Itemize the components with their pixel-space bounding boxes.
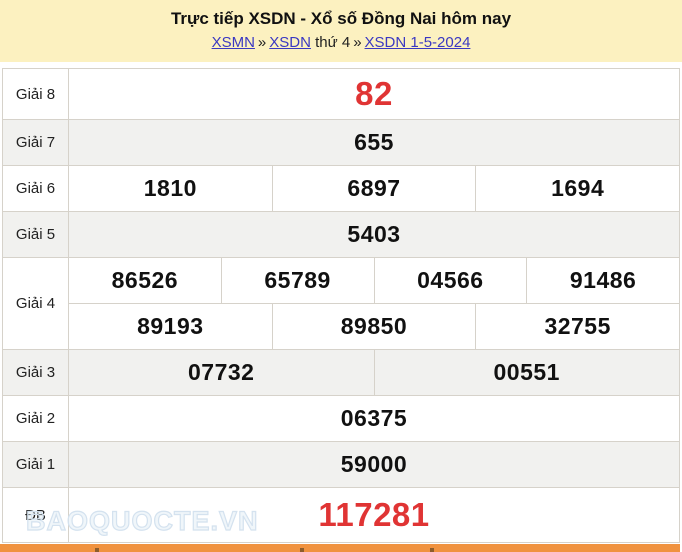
prize-subrow: 86526 65789 04566 91486 [69,258,679,303]
breadcrumb-link-date[interactable]: XSDN 1-5-2024 [364,34,471,51]
prize-value: 655 [354,129,394,155]
prize-value: 06375 [340,405,408,431]
prize-values-group: 86526 65789 04566 91486 89193 89850 32755 [69,258,679,349]
prize-subrow: 07732 00551 [69,350,679,395]
breadcrumb-link-xsdn[interactable]: XSDN [269,34,311,51]
prize-values-group: 1810 6897 1694 [69,166,679,211]
breadcrumb-text-weekday: thứ 4 [315,34,351,51]
cutoff-text-mark [95,548,99,552]
prize-subrow: 1810 6897 1694 [69,166,679,211]
prize-row: Giải 6 1810 6897 1694 [3,165,679,211]
prize-subrow: 5403 [69,212,679,257]
cutoff-text-mark [430,548,434,552]
prize-values-group: 59000 [69,442,679,487]
prize-value: 32755 [475,304,679,349]
cutoff-text-mark [300,548,304,552]
prize-subrow: 89193 89850 32755 [69,303,679,349]
prize-values-group: 655 [69,120,679,165]
prize-label: Giải 2 [3,396,69,441]
prize-value: 89193 [137,313,204,339]
prize-row: Giải 3 07732 00551 [3,349,679,395]
breadcrumb-link-xsmn[interactable]: XSMN [211,34,255,51]
prize-value: 91486 [526,258,679,303]
prize-value: 117281 [318,496,430,533]
prize-subrow: 06375 [69,396,679,441]
prize-row: Giải 2 06375 [3,395,679,441]
prize-row: ĐB 117281 [3,487,679,542]
prize-value: 86526 [111,267,179,293]
lottery-results-table: Giải 8 82 Giải 7 655 Giải 6 1810 6897 1694 Giải … [2,68,680,543]
prize-subrow: 82 [69,69,679,119]
page-header: Trực tiếp XSDN - Xổ số Đồng Nai hôm nay … [0,0,682,62]
prize-subrow: 59000 [69,442,679,487]
prize-label: Giải 5 [3,212,69,257]
prize-row: Giải 8 82 [3,69,679,119]
prize-values-group: 82 [69,69,679,119]
prize-value: 07732 [188,359,255,385]
breadcrumb-separator: » [257,34,267,51]
prize-row: Giải 5 5403 [3,211,679,257]
prize-value: 00551 [373,350,680,395]
prize-value: 1694 [475,166,679,211]
page-title: Trực tiếp XSDN - Xổ số Đồng Nai hôm nay [170,9,512,28]
prize-label: ĐB [3,488,69,542]
prize-values-group: 06375 [69,396,679,441]
prize-value: 59000 [340,451,408,477]
cutoff-bottom-bar [0,544,680,552]
prize-label: Giải 1 [3,442,69,487]
prize-value: 82 [355,75,393,112]
prize-label: Giải 3 [3,350,69,395]
prize-label: Giải 4 [3,258,69,349]
prize-value: 5403 [347,221,401,247]
prize-values-group: 5403 [69,212,679,257]
prize-subrow: 655 [69,120,679,165]
prize-label: Giải 6 [3,166,69,211]
prize-values-group: 117281 [69,488,679,542]
prize-value: 6897 [271,166,476,211]
prize-row: Giải 4 86526 65789 04566 91486 89193 89850 3275… [3,257,679,349]
prize-row: Giải 1 59000 [3,441,679,487]
prize-value: 04566 [373,258,527,303]
prize-value: 1810 [143,175,197,201]
prize-label: Giải 7 [3,120,69,165]
prize-values-group: 07732 00551 [69,350,679,395]
breadcrumb: XSMN» XSDN thứ 4» XSDN 1-5-2024 [0,34,682,51]
prize-label: Giải 8 [3,69,69,119]
prize-value: 65789 [220,258,374,303]
breadcrumb-separator: » [353,34,362,51]
prize-subrow: 117281 [69,488,679,542]
prize-row: Giải 7 655 [3,119,679,165]
prize-value: 89850 [271,304,476,349]
